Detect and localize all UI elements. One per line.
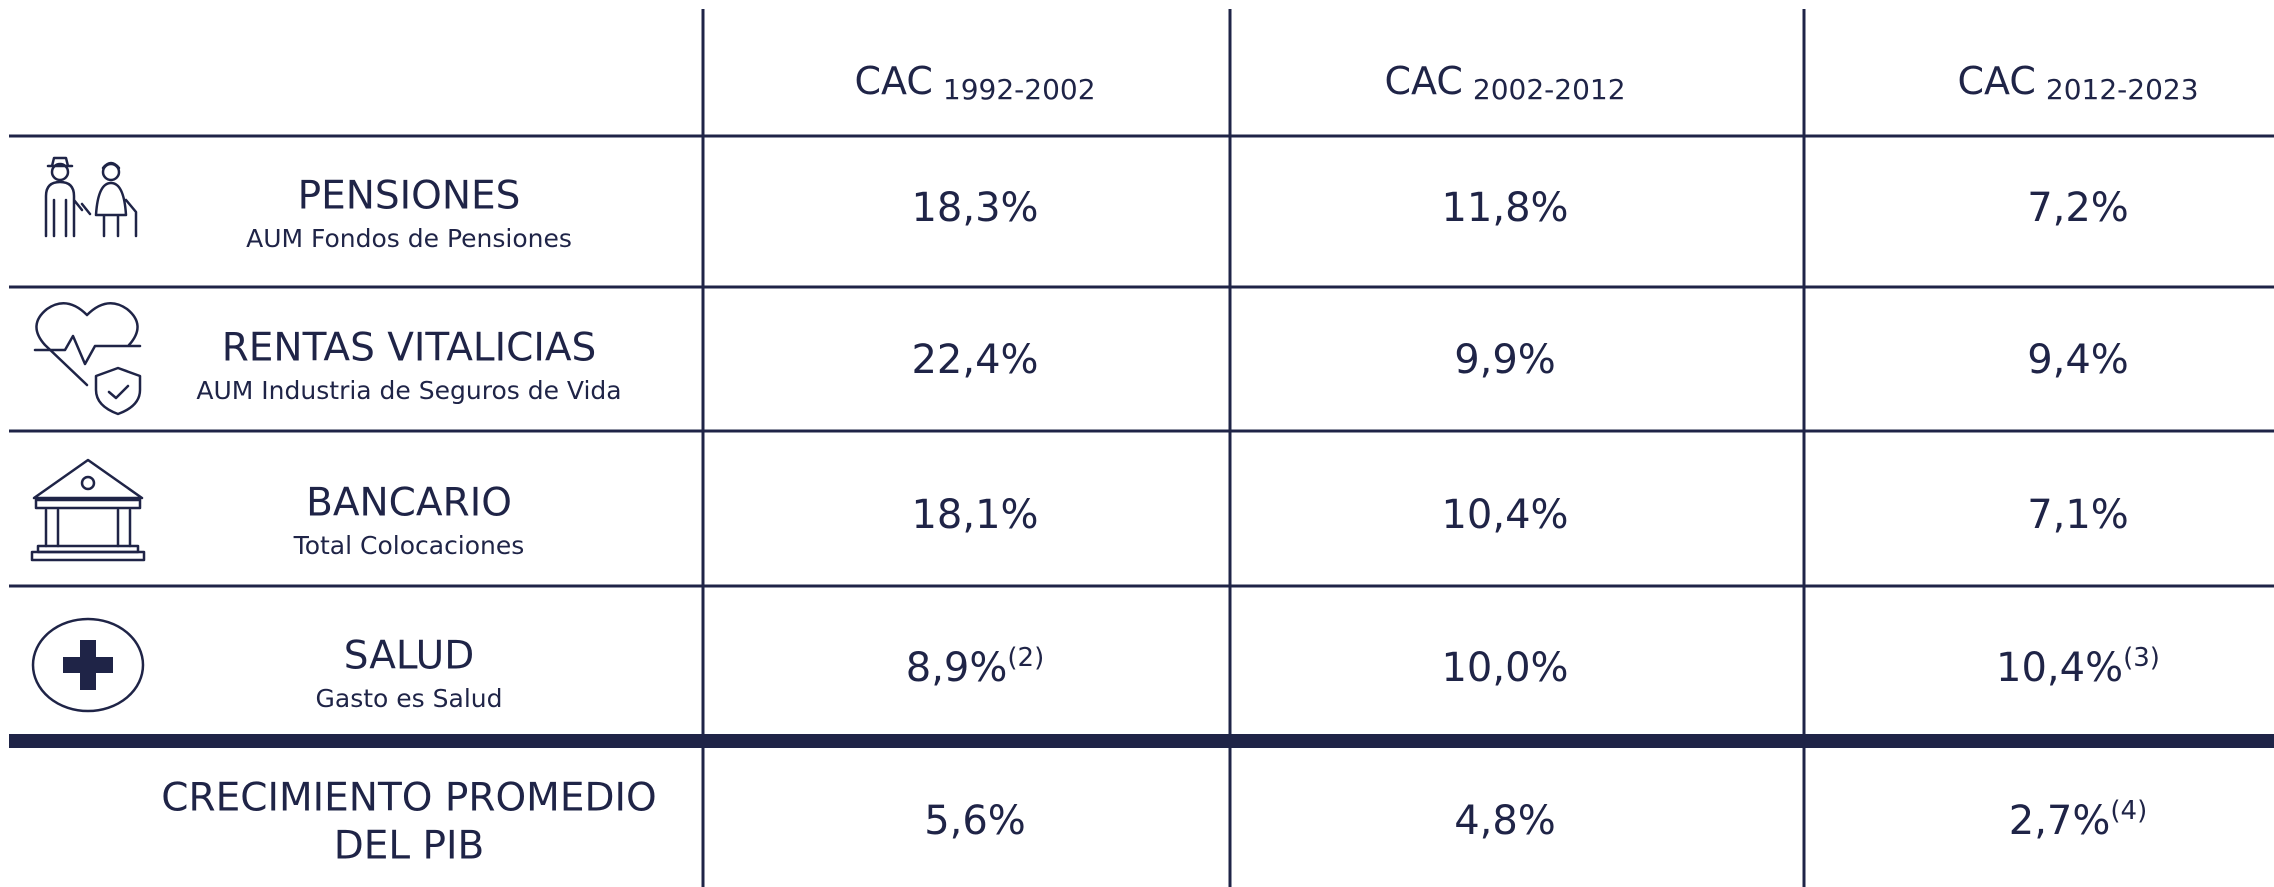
value: 22,4% <box>911 337 1038 383</box>
header-main: CAC <box>1957 59 2035 103</box>
value: 9,9% <box>1454 337 1556 383</box>
icon-pensiones <box>44 156 138 238</box>
header-sub: 1992-2002 <box>943 73 1096 106</box>
value: 2,7% <box>2009 798 2111 844</box>
value-cell: 18,3% <box>911 185 1038 231</box>
footnote: (4) <box>2110 796 2147 826</box>
value: 4,8% <box>1454 798 1556 844</box>
row-name: BANCARIO <box>306 481 512 526</box>
row-name: SALUD <box>344 634 475 679</box>
row-name: PENSIONES <box>298 174 521 219</box>
row-name: RENTAS VITALICIAS <box>222 326 597 371</box>
value-cell: 11,8% <box>1441 185 1568 231</box>
column-header: CAC 2002-2012 <box>1384 59 1625 107</box>
header-main: CAC <box>854 59 932 103</box>
value: 8,9% <box>906 645 1008 691</box>
value: 10,0% <box>1441 645 1568 691</box>
value: 7,1% <box>2027 492 2129 538</box>
header-sub: 2002-2012 <box>1473 73 1626 106</box>
total-name: CRECIMIENTO PROMEDIO <box>161 776 656 821</box>
value-cell: 8,9%(2) <box>906 643 1044 692</box>
icon-rentas <box>33 302 142 416</box>
value: 18,3% <box>911 185 1038 231</box>
header-sub: 2012-2023 <box>2046 73 2199 106</box>
icon-bancario <box>30 458 146 562</box>
value-cell: 18,1% <box>911 492 1038 538</box>
value-cell: 9,9% <box>1454 337 1556 383</box>
value-cell: 5,6% <box>924 798 1026 844</box>
value: 10,4% <box>1441 492 1568 538</box>
value: 5,6% <box>924 798 1026 844</box>
total-name: DEL PIB <box>334 824 485 869</box>
value-cell: 4,8% <box>1454 798 1556 844</box>
header-main: CAC <box>1384 59 1462 103</box>
value: 18,1% <box>911 492 1038 538</box>
row-subtitle: Gasto es Salud <box>316 684 503 713</box>
row-subtitle: AUM Industria de Seguros de Vida <box>196 376 621 405</box>
column-header: CAC 1992-2002 <box>854 59 1095 107</box>
row-subtitle: AUM Fondos de Pensiones <box>246 224 572 253</box>
icon-salud <box>31 617 145 713</box>
value-cell: 10,0% <box>1441 645 1568 691</box>
column-header: CAC 2012-2023 <box>1957 59 2198 107</box>
value-cell: 9,4% <box>2027 337 2129 383</box>
value-cell: 22,4% <box>911 337 1038 383</box>
value: 9,4% <box>2027 337 2129 383</box>
footnote: (2) <box>1007 643 1044 673</box>
value-cell: 2,7%(4) <box>2009 796 2147 845</box>
value-cell: 7,2% <box>2027 185 2129 231</box>
row-subtitle: Total Colocaciones <box>293 531 525 560</box>
value: 11,8% <box>1441 185 1568 231</box>
value: 10,4% <box>1996 645 2123 691</box>
value: 7,2% <box>2027 185 2129 231</box>
grid <box>9 9 2274 887</box>
value-cell: 7,1% <box>2027 492 2129 538</box>
value-cell: 10,4% <box>1441 492 1568 538</box>
footnote: (3) <box>2123 643 2160 673</box>
value-cell: 10,4%(3) <box>1996 643 2160 692</box>
total-divider <box>9 734 2274 748</box>
